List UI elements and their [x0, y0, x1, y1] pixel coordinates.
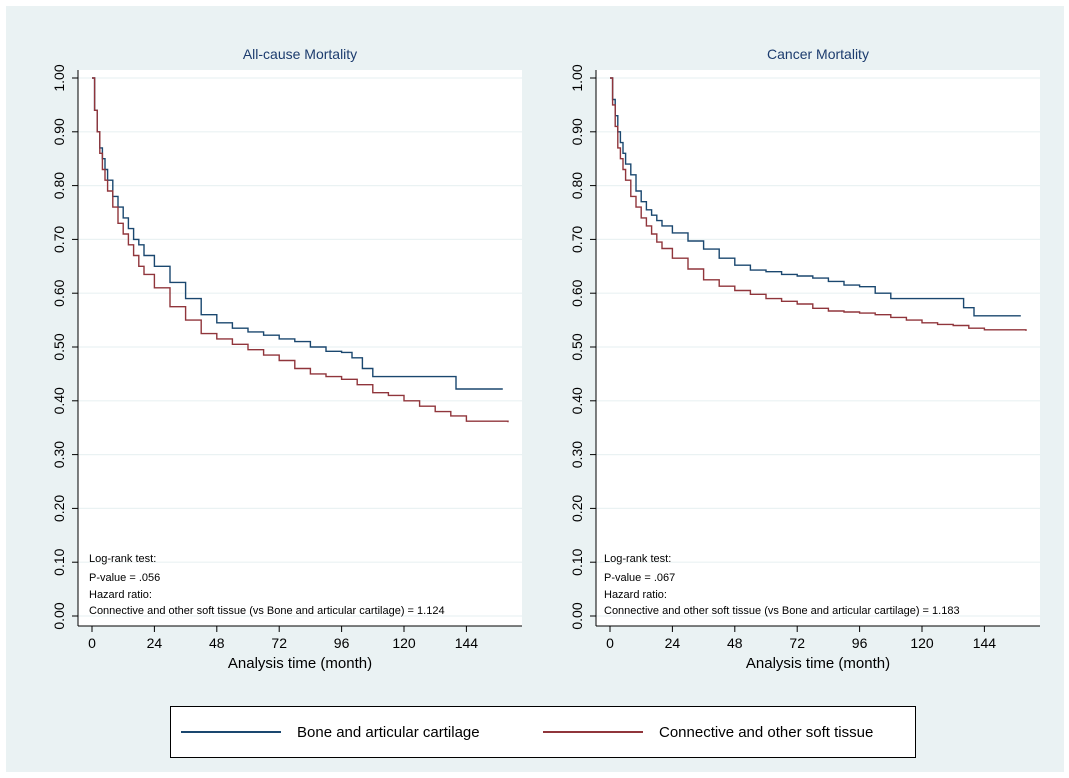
y-tick-label: 0.60 — [569, 279, 585, 306]
panel-title: All-cause Mortality — [243, 46, 357, 62]
x-tick-label: 144 — [455, 635, 479, 651]
y-tick-label: 0.80 — [569, 172, 585, 199]
y-tick-label: 1.00 — [51, 64, 67, 91]
x-tick-label: 96 — [334, 635, 350, 651]
x-tick-label: 72 — [789, 635, 805, 651]
y-tick-label: 0.20 — [569, 495, 585, 522]
panel-title: Cancer Mortality — [767, 46, 869, 62]
plot-area — [596, 70, 1040, 626]
axes: 0.00 0.10 0.20 0.30 0.40 0.50 0.60 0.70 0.80 0.90… — [569, 64, 1040, 651]
panel-cancer-mortality: Cancer Mortality 0.00 0.10 0.20 0.30 0.40 0.5… — [569, 46, 1040, 672]
axes: 0.00 0.10 0.20 0.30 0.40 0.50 0.60 0.70 0.80 0.90… — [51, 64, 522, 651]
y-tick-label: 0.40 — [569, 387, 585, 414]
x-tick-label: 0 — [606, 635, 614, 651]
y-tick-label: 0.40 — [51, 387, 67, 414]
pvalue-label: P-value = .056 — [89, 572, 160, 584]
y-tick-label: 0.60 — [51, 279, 67, 306]
hazard-ratio-label: Hazard ratio: — [604, 589, 667, 601]
series-lines — [92, 77, 509, 423]
series-lines — [610, 77, 1027, 331]
y-tick-label: 0.50 — [569, 333, 585, 360]
x-axis-label: Analysis time (month) — [746, 655, 890, 672]
y-tick-label: 0.70 — [51, 226, 67, 253]
gridlines — [78, 77, 522, 617]
x-tick-label: 0 — [88, 635, 96, 651]
series-line-bone — [610, 77, 1021, 317]
y-tick-label: 0.10 — [569, 548, 585, 575]
plot-area — [78, 70, 522, 626]
y-tick-label: 0.30 — [51, 441, 67, 468]
x-axis-label: Analysis time (month) — [228, 655, 372, 672]
y-tick-label: 0.00 — [51, 602, 67, 629]
x-tick-label: 48 — [209, 635, 225, 651]
hazard-ratio-label: Hazard ratio: — [89, 589, 152, 601]
pvalue-label: P-value = .067 — [604, 572, 675, 584]
legend-label-bone: Bone and articular cartilage — [297, 723, 480, 741]
gridlines — [596, 77, 1040, 617]
legend-item-connective: Connective and other soft tissue — [543, 707, 873, 757]
y-tick-label: 0.50 — [51, 333, 67, 360]
series-line-connective — [610, 77, 1027, 331]
y-tick-label: 0.00 — [569, 602, 585, 629]
legend: Bone and articular cartilage Connective … — [170, 706, 916, 758]
x-tick-label: 72 — [271, 635, 287, 651]
legend-swatch-connective — [543, 731, 643, 733]
x-tick-label: 24 — [665, 635, 681, 651]
series-line-bone — [92, 77, 503, 390]
hazard-ratio-value: Connective and other soft tissue (vs Bon… — [89, 605, 445, 617]
x-tick-label: 24 — [147, 635, 163, 651]
x-tick-label: 144 — [973, 635, 997, 651]
y-tick-label: 0.30 — [569, 441, 585, 468]
y-tick-label: 0.70 — [569, 226, 585, 253]
y-tick-label: 0.80 — [51, 172, 67, 199]
legend-label-connective: Connective and other soft tissue — [659, 723, 874, 741]
legend-swatch-bone — [181, 731, 281, 733]
y-tick-label: 1.00 — [569, 64, 585, 91]
x-tick-label: 48 — [727, 635, 743, 651]
x-tick-label: 120 — [910, 635, 934, 651]
panel-all-cause-mortality: All-cause Mortality 0.00 0.10 0.20 0.30 0.40… — [51, 46, 522, 672]
y-tick-label: 0.90 — [569, 118, 585, 145]
x-tick-label: 120 — [392, 635, 416, 651]
y-tick-label: 0.20 — [51, 495, 67, 522]
hazard-ratio-value: Connective and other soft tissue (vs Bon… — [604, 605, 960, 617]
y-tick-label: 0.90 — [51, 118, 67, 145]
logrank-label: Log-rank test: — [604, 553, 671, 565]
logrank-label: Log-rank test: — [89, 553, 156, 565]
y-tick-label: 0.10 — [51, 548, 67, 575]
legend-item-bone: Bone and articular cartilage — [181, 707, 480, 757]
x-tick-label: 96 — [852, 635, 868, 651]
series-line-connective — [92, 77, 509, 423]
